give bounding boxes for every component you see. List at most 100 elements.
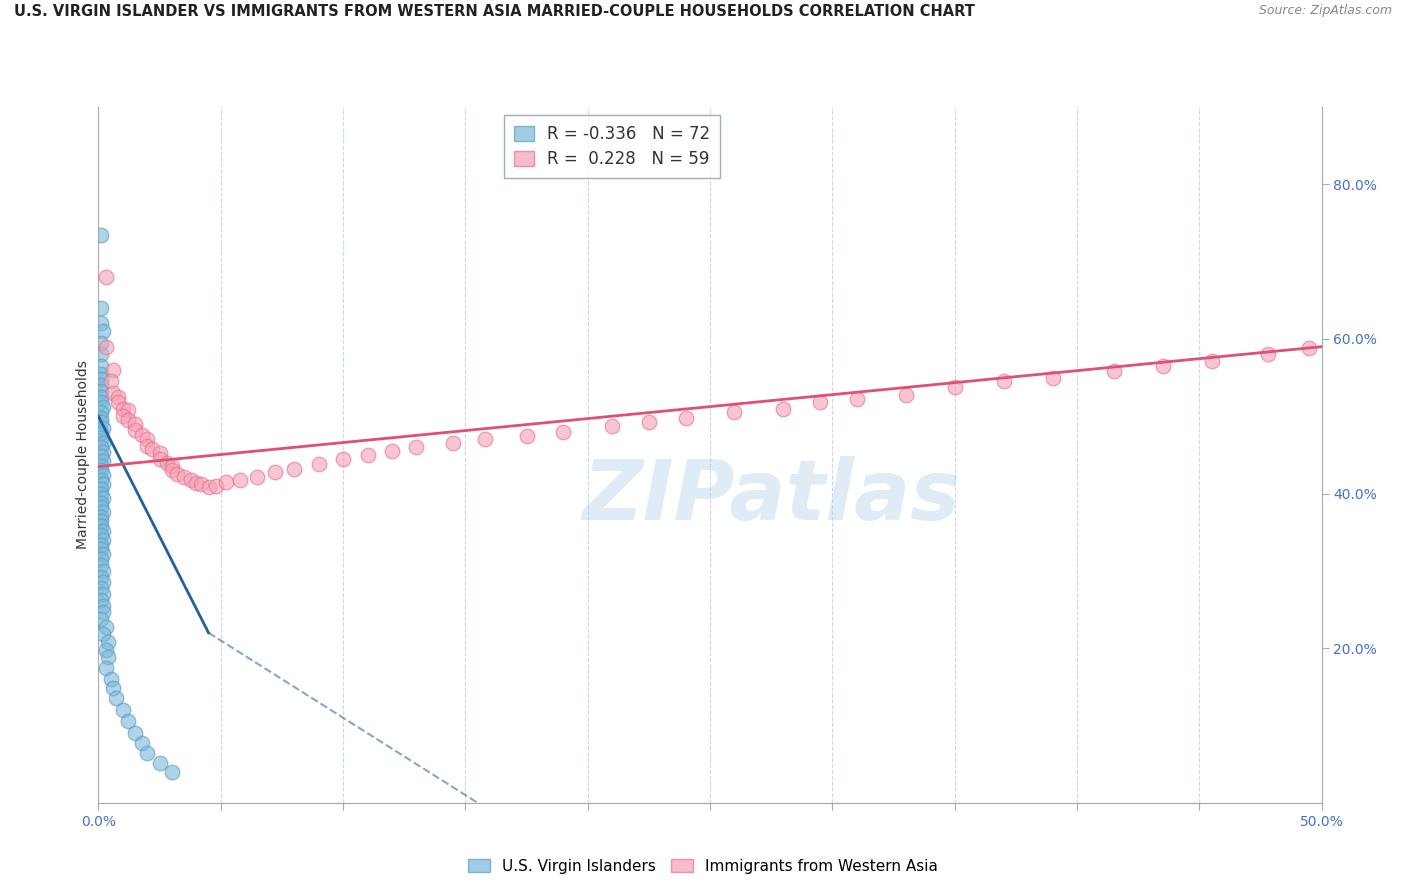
Point — [91, 605, 114, 619]
Point — [90, 558, 112, 572]
Point — [90, 450, 112, 464]
Point — [405, 440, 427, 454]
Point — [94, 340, 117, 354]
Point — [91, 445, 114, 459]
Point — [97, 650, 120, 665]
Point — [675, 410, 697, 425]
Point — [131, 427, 153, 442]
Text: U.S. VIRGIN ISLANDER VS IMMIGRANTS FROM WESTERN ASIA MARRIED-COUPLE HOUSEHOLDS C: U.S. VIRGIN ISLANDER VS IMMIGRANTS FROM … — [14, 4, 974, 20]
Point — [90, 367, 112, 381]
Point — [90, 519, 112, 533]
Point — [90, 515, 112, 529]
Legend: U.S. Virgin Islanders, Immigrants from Western Asia: U.S. Virgin Islanders, Immigrants from W… — [463, 853, 943, 880]
Point — [94, 270, 117, 285]
Point — [205, 479, 228, 493]
Point — [156, 456, 179, 470]
Point — [149, 451, 172, 466]
Point — [90, 395, 112, 409]
Point — [90, 542, 112, 557]
Point — [214, 475, 236, 489]
Point — [332, 451, 354, 466]
Point — [943, 380, 966, 394]
Point — [90, 482, 112, 496]
Point — [91, 454, 114, 468]
Point — [91, 435, 114, 450]
Point — [90, 416, 112, 430]
Point — [136, 433, 159, 447]
Text: ZIPatlas: ZIPatlas — [582, 456, 960, 537]
Point — [104, 691, 127, 706]
Point — [90, 335, 112, 350]
Point — [124, 417, 146, 431]
Point — [90, 440, 112, 454]
Point — [160, 463, 183, 477]
Point — [90, 463, 112, 477]
Point — [90, 426, 112, 441]
Point — [993, 375, 1015, 389]
Point — [1257, 347, 1279, 361]
Point — [90, 496, 112, 510]
Point — [149, 756, 172, 770]
Point — [107, 390, 129, 404]
Point — [90, 473, 112, 487]
Point — [90, 378, 112, 392]
Point — [111, 401, 134, 416]
Point — [90, 390, 112, 404]
Point — [90, 528, 112, 542]
Y-axis label: Married-couple Households: Married-couple Households — [76, 360, 90, 549]
Point — [90, 552, 112, 566]
Point — [474, 433, 496, 447]
Point — [90, 372, 112, 386]
Point — [91, 421, 114, 435]
Point — [91, 547, 114, 561]
Point — [90, 405, 112, 419]
Point — [94, 660, 117, 674]
Point — [149, 446, 172, 460]
Point — [91, 524, 114, 538]
Point — [90, 431, 112, 445]
Point — [136, 439, 159, 453]
Point — [124, 423, 146, 437]
Point — [91, 564, 114, 578]
Point — [91, 324, 114, 338]
Point — [107, 395, 129, 409]
Point — [90, 570, 112, 584]
Point — [1042, 370, 1064, 384]
Point — [117, 403, 139, 417]
Point — [845, 392, 868, 407]
Point — [90, 538, 112, 552]
Point — [91, 575, 114, 590]
Point — [356, 448, 378, 462]
Point — [131, 735, 153, 749]
Point — [723, 405, 745, 419]
Point — [1152, 359, 1174, 373]
Point — [90, 384, 112, 398]
Point — [1201, 353, 1223, 368]
Point — [1298, 341, 1320, 355]
Point — [100, 375, 122, 389]
Point — [90, 612, 112, 626]
Point — [94, 619, 117, 633]
Point — [90, 593, 112, 607]
Point — [111, 409, 134, 424]
Point — [117, 714, 139, 728]
Point — [124, 726, 146, 740]
Point — [91, 468, 114, 483]
Point — [97, 635, 120, 649]
Point — [90, 486, 112, 500]
Point — [283, 462, 305, 476]
Point — [90, 500, 112, 515]
Point — [136, 746, 159, 760]
Point — [553, 425, 575, 439]
Point — [166, 467, 188, 482]
Point — [600, 418, 623, 433]
Point — [160, 458, 183, 473]
Point — [91, 627, 114, 641]
Point — [90, 581, 112, 595]
Point — [101, 363, 124, 377]
Point — [101, 681, 124, 696]
Point — [263, 465, 285, 479]
Point — [100, 672, 122, 686]
Point — [180, 473, 202, 487]
Point — [173, 469, 195, 483]
